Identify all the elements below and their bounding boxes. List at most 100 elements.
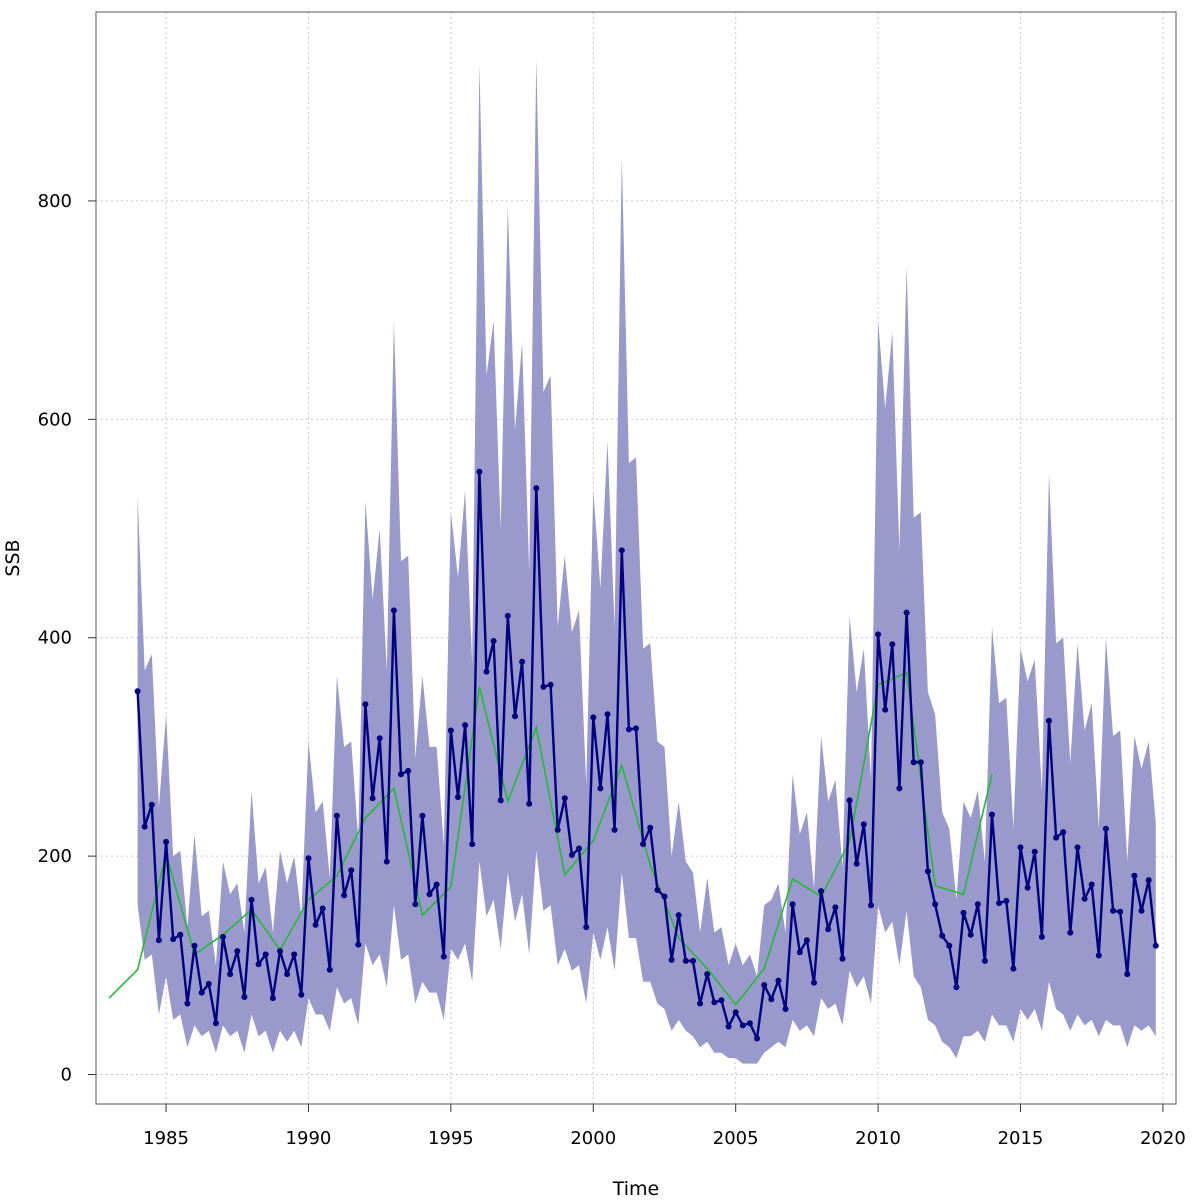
quarterly-series-point	[1088, 881, 1095, 888]
quarterly-series-point	[376, 735, 383, 742]
quarterly-series-point	[654, 887, 661, 893]
x-tick-label: 2010	[855, 1128, 901, 1149]
quarterly-series-point	[1053, 834, 1060, 841]
quarterly-series-point	[1152, 942, 1159, 949]
quarterly-series-point	[711, 999, 718, 1006]
quarterly-series-point	[262, 951, 269, 958]
quarterly-series-point	[590, 714, 597, 721]
quarterly-series-point	[989, 811, 995, 818]
quarterly-series-point	[148, 801, 155, 808]
quarterly-series-point	[811, 979, 817, 986]
quarterly-series-point	[1117, 908, 1124, 915]
quarterly-series-point	[633, 725, 639, 732]
band-layer	[137, 59, 1156, 1064]
quarterly-series-point	[177, 931, 184, 938]
quarterly-series-point	[932, 901, 939, 908]
quarterly-series-point	[917, 759, 924, 766]
quarterly-series-point	[583, 924, 590, 931]
quarterly-series-point	[910, 759, 917, 766]
quarterly-series-point	[1095, 952, 1102, 959]
x-tick-label: 1995	[428, 1128, 474, 1149]
quarterly-series-point	[889, 641, 896, 648]
quarterly-series-point	[355, 941, 362, 948]
quarterly-series-point	[1124, 971, 1131, 978]
quarterly-series-point	[490, 638, 497, 644]
quarterly-series-point	[967, 931, 974, 938]
quarterly-series-point	[668, 956, 675, 963]
quarterly-series-point	[483, 668, 490, 675]
quarterly-series-point	[704, 971, 711, 978]
x-tick-label: 2020	[1140, 1128, 1186, 1149]
quarterly-series-point	[853, 860, 860, 867]
y-tick-label: 200	[38, 846, 72, 867]
quarterly-series-point	[1010, 965, 1017, 972]
quarterly-series-point	[533, 485, 540, 492]
quarterly-series-point	[604, 711, 611, 718]
quarterly-series-point	[163, 838, 170, 845]
quarterly-series-point	[184, 1000, 191, 1007]
quarterly-series-point	[504, 612, 511, 619]
x-tick-label: 2015	[998, 1128, 1044, 1149]
quarterly-series-point	[319, 905, 326, 912]
quarterly-series-point	[718, 997, 725, 1004]
quarterly-series-point	[647, 824, 654, 831]
quarterly-series-point	[440, 953, 447, 960]
quarterly-series-point	[447, 727, 454, 734]
quarterly-series-point	[1081, 895, 1088, 902]
quarterly-series-point	[775, 977, 782, 984]
plot-frame	[95, 11, 1177, 1105]
quarterly-series-point	[248, 896, 255, 903]
quarterly-series-point	[1003, 897, 1010, 904]
quarterly-series-point	[1024, 884, 1031, 891]
x-tick-label: 1985	[143, 1128, 189, 1149]
quarterly-series-point	[661, 893, 668, 900]
quarterly-series-point	[732, 1009, 739, 1016]
annual-series-line	[108, 671, 993, 1006]
quarterly-series-point	[1031, 848, 1038, 855]
quarterly-series-point	[398, 771, 404, 778]
quarterly-series-point	[191, 942, 198, 949]
quarterly-series-point	[860, 821, 867, 828]
quarterly-series-point	[846, 797, 853, 804]
quarterly-series-point	[547, 681, 554, 688]
quarterly-series-point	[269, 995, 276, 1002]
quarterly-series-point	[875, 631, 882, 638]
quarterly-series-point	[141, 823, 148, 830]
quarterly-series-point	[476, 468, 483, 475]
quarterly-series-point	[284, 971, 291, 978]
quarterly-series-point	[298, 991, 305, 998]
y-axis-title: SSB	[2, 539, 24, 576]
quarterly-series-point	[939, 932, 946, 939]
quarterly-series-point	[924, 868, 931, 875]
quarterly-series-point	[1060, 829, 1067, 836]
quarterly-series-point	[277, 948, 283, 955]
y-tick-label: 800	[38, 191, 72, 212]
quarterly-series-point	[227, 971, 234, 978]
quarterly-series-point	[782, 1006, 789, 1012]
quarterly-series-point	[419, 812, 426, 819]
x-axis-title: Time	[612, 1178, 660, 1200]
quarterly-series-point	[205, 980, 212, 987]
x-tick-label: 2000	[570, 1128, 616, 1149]
quarterly-series-point	[170, 936, 177, 943]
quarterly-series-point	[761, 982, 768, 988]
quarterly-series-point	[981, 957, 988, 964]
quarterly-series-point	[640, 841, 647, 848]
quarterly-series-point	[1110, 907, 1117, 914]
quarterly-series-point	[725, 1023, 732, 1030]
x-tick-label: 1990	[286, 1128, 332, 1149]
quarterly-series-point	[1067, 929, 1074, 936]
quarterly-series-point	[839, 955, 846, 962]
quarterly-series-point	[554, 826, 561, 833]
axis-layer: 1985 1990 1995 2000 2005 2010 2015 2020 0 200 400 6…	[38, 191, 1186, 1149]
quarterly-series-point	[1046, 717, 1052, 724]
quarterly-series-point	[383, 858, 390, 865]
quarterly-series-point	[198, 989, 205, 996]
quarterly-series-point	[754, 1035, 760, 1042]
quarterly-series-point	[568, 852, 575, 858]
quarterly-series-point	[326, 966, 333, 973]
quarterly-series-point	[803, 937, 810, 944]
quarterly-series-point	[882, 706, 889, 713]
quarterly-series-point	[796, 949, 803, 956]
